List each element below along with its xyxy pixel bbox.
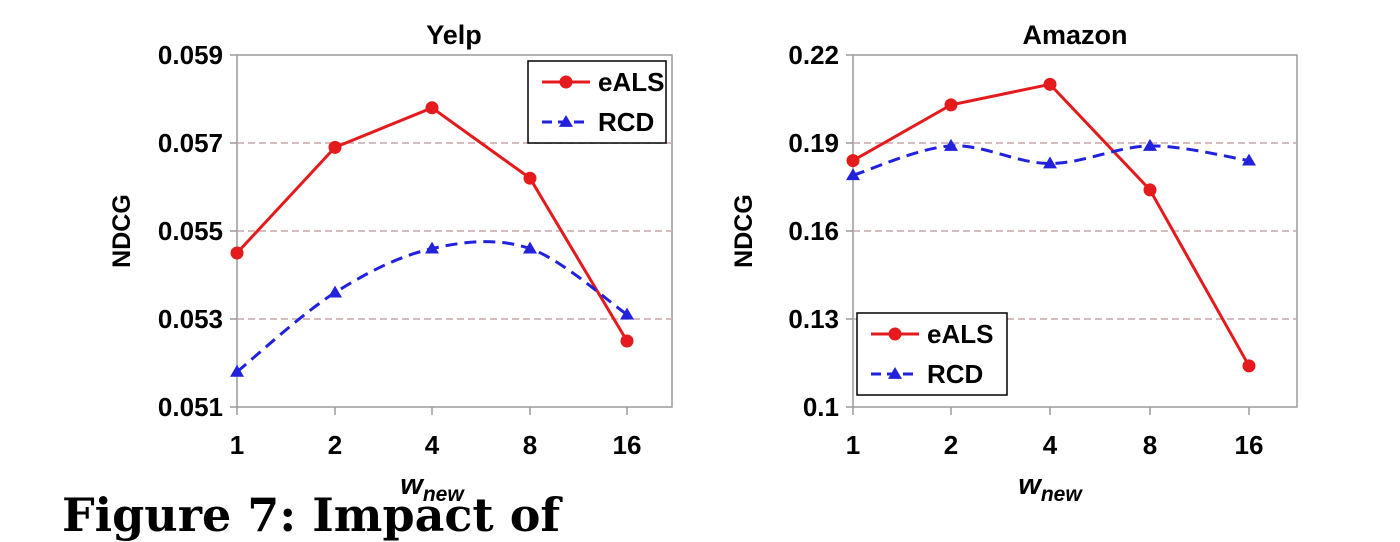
y-axis-label: NDCG bbox=[108, 194, 136, 268]
legend: eALS RCD bbox=[527, 60, 667, 144]
data-point-eals bbox=[846, 154, 860, 168]
figure-caption: Figure 7: Impact of bbox=[62, 488, 561, 542]
data-point-eals bbox=[425, 101, 439, 115]
data-point-rcd bbox=[620, 307, 634, 320]
y-axis-label: NDCG bbox=[730, 194, 758, 268]
legend-label-eals: eALS bbox=[598, 67, 664, 97]
y-tick-label: 0.057 bbox=[158, 128, 223, 158]
series-line-rcd bbox=[236, 240, 628, 373]
figure: 0.051 0.053 0.055 0.057 0.059 1 2 4 8 16 Yelp NDCG w… bbox=[108, 20, 1298, 506]
y-tick-label: 0.19 bbox=[788, 128, 839, 158]
chart-title: Yelp bbox=[426, 20, 482, 50]
data-point-rcd bbox=[523, 241, 537, 254]
data-point-rcd bbox=[846, 168, 860, 181]
legend-marker bbox=[888, 367, 902, 379]
x-tick-label: 1 bbox=[230, 430, 244, 460]
x-tick-label: 8 bbox=[1143, 430, 1157, 460]
x-tick-label: 4 bbox=[1043, 430, 1058, 460]
x-tick-label: 16 bbox=[613, 430, 642, 460]
y-tick-label: 0.051 bbox=[158, 392, 223, 422]
legend-marker bbox=[888, 327, 902, 341]
legend-label-rcd: RCD bbox=[598, 107, 654, 137]
data-point-rcd bbox=[1143, 138, 1157, 151]
x-axis-label: wnew bbox=[400, 469, 465, 506]
x-tick-label: 1 bbox=[846, 430, 860, 460]
chart-title: Amazon bbox=[1022, 20, 1127, 50]
data-point-eals bbox=[944, 98, 958, 112]
x-tick-label: 16 bbox=[1235, 430, 1264, 460]
data-point-rcd bbox=[944, 138, 958, 151]
x-axis-label: wnew bbox=[1018, 469, 1083, 506]
x-tick-label: 4 bbox=[425, 430, 440, 460]
y-tick-label: 0.13 bbox=[788, 304, 839, 334]
y-tick-label: 0.16 bbox=[788, 216, 839, 246]
chart-panel-2: 0.1 0.13 0.16 0.19 0.22 1 2 4 8 16 Amazon NDCG wnew e… bbox=[730, 20, 1298, 506]
x-tick-label: 2 bbox=[328, 430, 342, 460]
x-tick-label: 8 bbox=[523, 430, 537, 460]
data-point-rcd bbox=[425, 241, 439, 254]
legend: eALS RCD bbox=[856, 312, 1008, 396]
y-tick-label: 0.055 bbox=[158, 216, 223, 246]
data-point-eals bbox=[1143, 183, 1157, 197]
data-point-eals bbox=[523, 171, 537, 185]
legend-label-rcd: RCD bbox=[927, 359, 983, 389]
legend-label-eals: eALS bbox=[927, 319, 993, 349]
chart-panel-1: 0.051 0.053 0.055 0.057 0.059 1 2 4 8 16 Yelp NDCG w… bbox=[108, 20, 673, 506]
y-tick-label: 0.059 bbox=[158, 40, 223, 70]
data-point-rcd bbox=[1242, 153, 1256, 166]
data-point-eals bbox=[230, 246, 244, 260]
y-tick-label: 0.053 bbox=[158, 304, 223, 334]
legend-box bbox=[856, 312, 1008, 396]
x-tick-label: 2 bbox=[944, 430, 958, 460]
data-point-eals bbox=[1242, 359, 1256, 373]
legend-marker bbox=[559, 75, 573, 89]
y-tick-label: 0.22 bbox=[788, 40, 839, 70]
legend-marker bbox=[559, 115, 573, 127]
data-point-eals bbox=[328, 140, 342, 154]
series-line-rcd bbox=[852, 144, 1250, 177]
data-point-rcd bbox=[328, 285, 342, 298]
data-point-eals bbox=[1043, 77, 1057, 91]
data-point-eals bbox=[620, 334, 634, 348]
y-tick-label: 0.1 bbox=[803, 392, 839, 422]
legend-box bbox=[527, 60, 667, 144]
data-point-rcd bbox=[230, 364, 244, 377]
data-point-rcd bbox=[1043, 156, 1057, 169]
